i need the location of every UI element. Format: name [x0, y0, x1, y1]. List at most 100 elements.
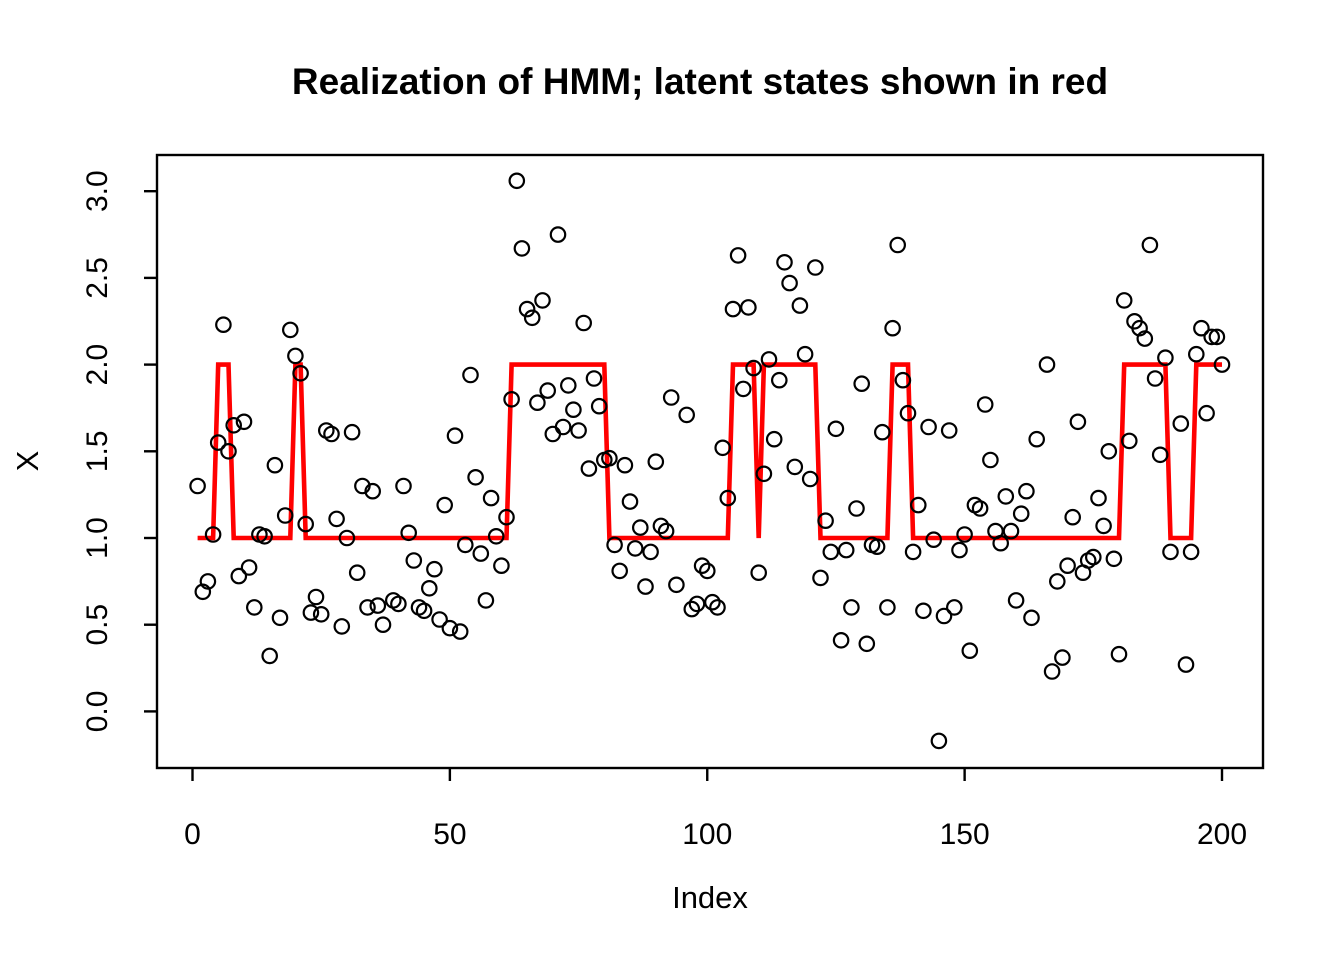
data-point — [1151, 446, 1169, 464]
data-point — [982, 451, 999, 469]
data-point — [729, 247, 747, 264]
data-point — [559, 377, 577, 394]
data-point — [647, 453, 665, 470]
data-point — [436, 496, 453, 514]
data-point — [220, 442, 237, 460]
data-point — [791, 297, 809, 314]
data-point — [1069, 413, 1087, 431]
data-point — [395, 477, 412, 495]
data-point — [364, 482, 381, 500]
data-point — [755, 465, 773, 483]
data-point — [637, 578, 654, 595]
data-point — [884, 319, 901, 337]
data-point — [961, 642, 979, 659]
data-point — [585, 370, 603, 387]
data-point — [451, 623, 469, 640]
data-point — [441, 619, 459, 637]
data-point — [338, 529, 356, 547]
data-point — [230, 567, 248, 585]
observation-points-group — [189, 172, 1231, 750]
data-point — [565, 401, 582, 418]
plot-border-box — [155, 153, 1265, 770]
data-point — [209, 434, 227, 451]
data-point — [889, 236, 906, 254]
data-point — [354, 477, 371, 495]
x-axis-title: Index — [672, 880, 748, 915]
data-point — [292, 364, 309, 382]
data-point — [616, 456, 634, 474]
data-point — [1049, 573, 1066, 590]
data-point — [817, 512, 834, 529]
data-point — [1188, 345, 1205, 363]
data-point — [1105, 550, 1123, 568]
data-point — [580, 460, 598, 477]
data-point — [1038, 356, 1056, 373]
data-point — [271, 609, 289, 627]
data-point — [508, 172, 526, 190]
data-point — [776, 253, 793, 271]
data-point — [420, 579, 438, 597]
data-point — [1203, 328, 1220, 346]
data-point — [1085, 548, 1102, 566]
data-point — [1213, 356, 1231, 373]
data-point — [1007, 592, 1025, 609]
data-point — [724, 300, 742, 318]
y-tick-label: 3.0 — [81, 170, 114, 212]
data-point — [709, 599, 726, 616]
data-point — [1208, 328, 1226, 346]
data-point — [925, 531, 942, 548]
data-point — [529, 394, 546, 411]
data-point — [534, 292, 551, 309]
x-axis: 0 50 100 150 200 — [184, 769, 1247, 851]
data-point — [518, 300, 536, 318]
y-axis: 0.0 0.5 1.0 1.5 2.0 2.5 3.0 — [81, 170, 156, 732]
data-point — [431, 611, 448, 628]
data-point — [951, 541, 968, 559]
data-point — [426, 560, 443, 578]
data-point — [513, 240, 531, 257]
data-point — [801, 470, 819, 488]
data-point — [276, 507, 294, 524]
data-point — [1018, 482, 1035, 500]
data-point — [668, 576, 685, 594]
data-point — [760, 351, 778, 368]
data-point — [786, 458, 804, 476]
data-point — [554, 418, 572, 436]
data-point — [1064, 508, 1081, 526]
data-point — [1023, 609, 1040, 627]
data-point — [719, 489, 737, 507]
data-point — [765, 430, 783, 448]
data-point — [992, 534, 1009, 552]
data-point — [832, 631, 850, 649]
data-point — [920, 418, 937, 436]
data-point — [493, 557, 510, 574]
data-point — [971, 500, 989, 517]
data-point — [348, 564, 366, 581]
data-point — [1095, 517, 1112, 535]
data-point — [822, 543, 840, 561]
data-point — [1157, 349, 1174, 366]
data-point — [204, 526, 222, 543]
data-point — [683, 600, 701, 618]
data-point — [498, 508, 515, 526]
data-point — [601, 449, 618, 467]
data-point — [189, 477, 206, 495]
y-tick-label: 2.0 — [81, 344, 114, 386]
data-point — [734, 380, 752, 398]
x-tick-label: 50 — [433, 818, 466, 851]
data-point — [1100, 442, 1118, 460]
data-point — [215, 316, 232, 333]
y-tick-label: 1.5 — [81, 430, 114, 472]
data-point — [266, 456, 284, 474]
data-point — [462, 366, 479, 384]
data-point — [323, 425, 340, 443]
data-point — [1121, 432, 1138, 450]
data-point — [549, 226, 567, 243]
data-point — [770, 371, 788, 389]
data-point — [1002, 522, 1020, 540]
data-point — [539, 382, 556, 399]
data-point — [544, 425, 562, 443]
data-point — [1172, 415, 1190, 432]
data-point — [909, 496, 927, 514]
